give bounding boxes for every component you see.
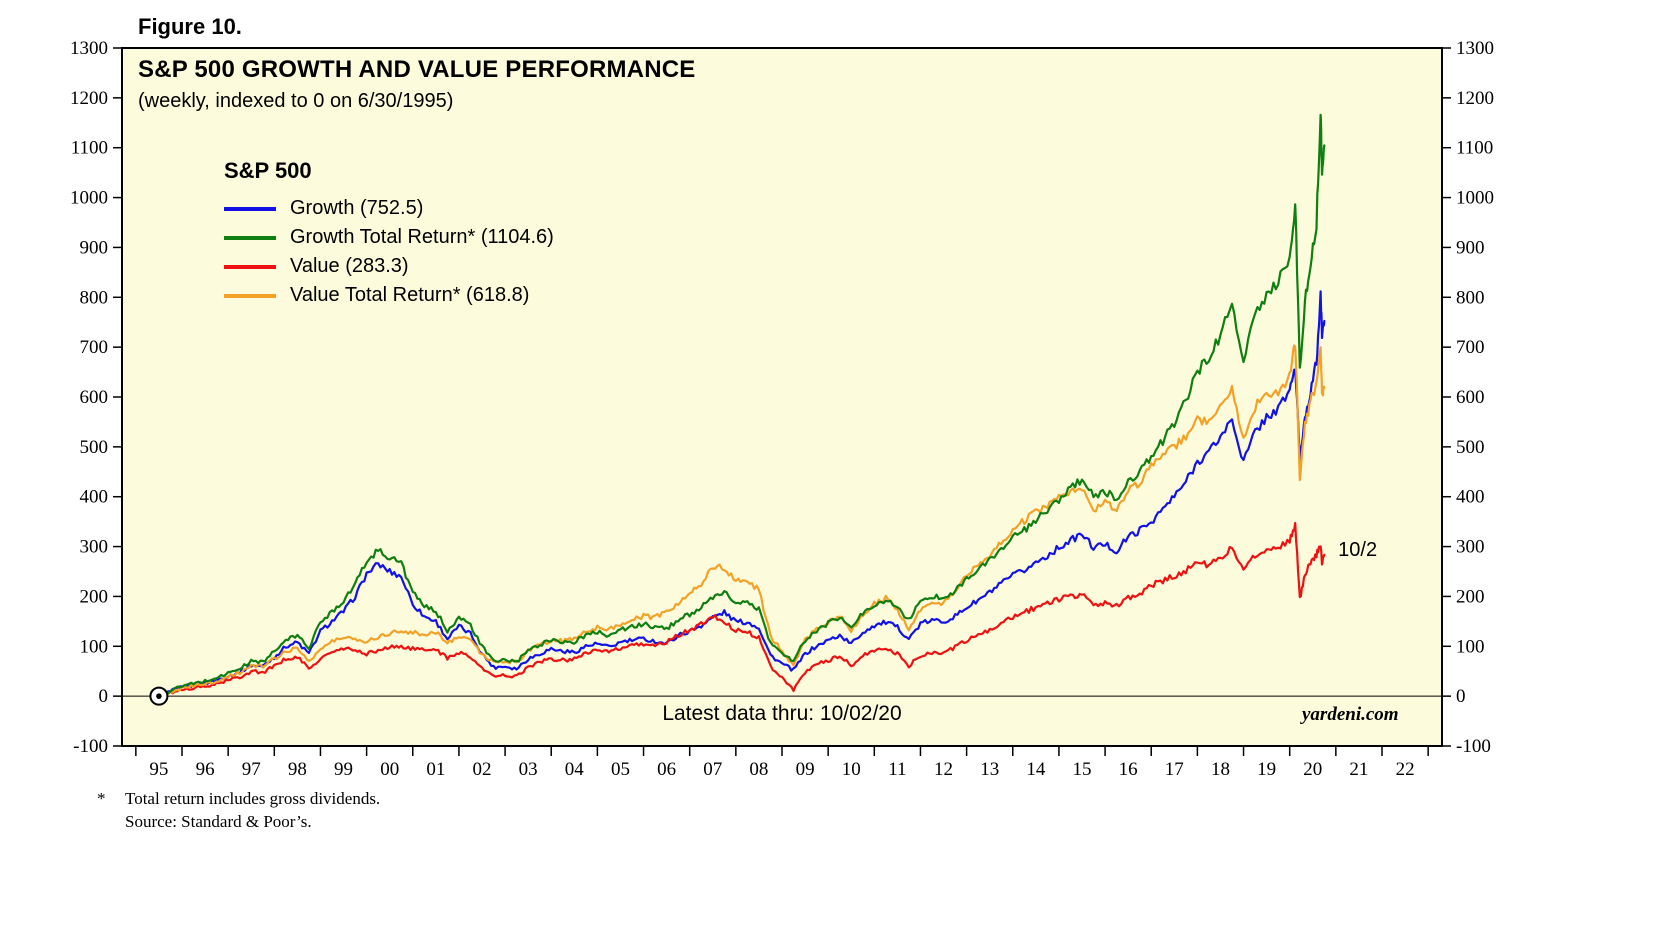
- figure-label: Figure 10.: [138, 14, 242, 39]
- x-tick-label: 00: [380, 759, 399, 780]
- y-tick-label-right: 200: [1456, 586, 1485, 607]
- legend-item-growth: Growth (752.5): [224, 194, 554, 223]
- x-tick-label: 95: [149, 759, 168, 780]
- series-line-growth: [157, 290, 1326, 698]
- x-tick-label: 19: [1257, 759, 1276, 780]
- legend-label-value-total-return: Value Total Return* (618.8): [290, 284, 530, 306]
- x-tick-label: 15: [1073, 759, 1092, 780]
- y-tick-label-right: 0: [1456, 686, 1466, 707]
- x-tick-label: 18: [1211, 759, 1230, 780]
- y-tick-label-left: 900: [80, 237, 109, 258]
- x-tick-label: 12: [934, 759, 953, 780]
- y-tick-label-right: 600: [1456, 387, 1485, 408]
- y-tick-label-left: 500: [80, 437, 109, 458]
- x-tick-label: 05: [611, 759, 630, 780]
- y-tick-label-right: 500: [1456, 437, 1485, 458]
- legend-swatch-growth: [224, 206, 276, 211]
- y-tick-label-left: -100: [73, 736, 108, 757]
- x-tick-label: 20: [1303, 759, 1322, 780]
- legend: S&P 500 Growth (752.5) Growth Total Retu…: [224, 158, 554, 310]
- y-tick-label-left: 0: [99, 686, 109, 707]
- legend-item-growth-total-return: Growth Total Return* (1104.6): [224, 223, 554, 252]
- legend-item-value: Value (283.3): [224, 252, 554, 281]
- x-tick-label: 11: [888, 759, 906, 780]
- y-tick-label-left: 100: [80, 636, 109, 657]
- legend-label-value: Value (283.3): [290, 255, 409, 277]
- legend-title: S&P 500: [224, 158, 312, 183]
- legend-label-growth-total-return: Growth Total Return* (1104.6): [290, 226, 554, 248]
- y-tick-label-right: 900: [1456, 237, 1485, 258]
- plot-frame: [121, 47, 1443, 747]
- x-tick-label: 17: [1165, 759, 1184, 780]
- y-tick-label-right: 300: [1456, 537, 1485, 558]
- footnote-source: Source: Standard & Poor’s.: [125, 812, 312, 831]
- y-tick-label-right: 1200: [1456, 88, 1494, 109]
- x-tick-label: 03: [519, 759, 538, 780]
- x-tick-label: 98: [288, 759, 307, 780]
- latest-data-label: Latest data thru: 10/02/20: [662, 702, 902, 725]
- y-tick-label-left: 600: [80, 387, 109, 408]
- y-tick-label-left: 1100: [71, 138, 108, 159]
- footnote-asterisk: *: [97, 789, 106, 808]
- series-line-value-total-return: [157, 344, 1326, 698]
- x-tick-label: 96: [196, 759, 215, 780]
- x-tick-label: 07: [703, 759, 722, 780]
- y-tick-label-left: 200: [80, 586, 109, 607]
- y-tick-label-left: 1200: [70, 88, 108, 109]
- x-tick-label: 08: [749, 759, 768, 780]
- footnote-text: Total return includes gross dividends.: [125, 789, 381, 808]
- x-tick-label: 01: [426, 759, 445, 780]
- footnote-line-1: * Total return includes gross dividends.: [97, 789, 380, 809]
- y-tick-label-right: 1100: [1456, 138, 1493, 159]
- y-tick-label-left: 1000: [70, 188, 108, 209]
- start-marker-dot: [156, 693, 162, 699]
- x-tick-label: 22: [1396, 759, 1415, 780]
- y-tick-label-left: 400: [80, 487, 109, 508]
- plot-area: [122, 48, 1442, 746]
- legend-swatch-growth-total-return: [224, 235, 276, 240]
- y-tick-label-left: 800: [80, 287, 109, 308]
- chart-title: S&P 500 GROWTH AND VALUE PERFORMANCE: [138, 56, 696, 83]
- series-line-growth-total-return: [157, 113, 1326, 698]
- legend-label-growth: Growth (752.5): [290, 197, 424, 219]
- footnote: * Total return includes gross dividends. …: [97, 789, 380, 832]
- latest-point-annotation: 10/2: [1338, 539, 1377, 561]
- x-tick-label: 16: [1119, 759, 1138, 780]
- legend-swatch-value-total-return: [224, 293, 276, 298]
- y-tick-label-right: -100: [1456, 736, 1491, 757]
- legend-swatch-value: [224, 264, 276, 269]
- y-tick-label-right: 700: [1456, 337, 1485, 358]
- x-tick-label: 02: [473, 759, 492, 780]
- x-tick-label: 99: [334, 759, 353, 780]
- x-tick-label: 13: [980, 759, 999, 780]
- y-tick-label-right: 1300: [1456, 38, 1494, 59]
- y-tick-label-right: 1000: [1456, 188, 1494, 209]
- y-tick-label-left: 700: [80, 337, 109, 358]
- watermark: yardeni.com: [1302, 704, 1399, 725]
- x-tick-label: 04: [565, 759, 585, 780]
- y-tick-label-left: 1300: [70, 38, 108, 59]
- chart-subtitle: (weekly, indexed to 0 on 6/30/1995): [138, 90, 454, 112]
- x-tick-label: 06: [657, 759, 676, 780]
- y-tick-label-right: 100: [1456, 636, 1485, 657]
- series-line-value: [157, 521, 1326, 698]
- x-tick-label: 10: [842, 759, 861, 780]
- x-tick-label: 14: [1026, 759, 1046, 780]
- legend-item-value-total-return: Value Total Return* (618.8): [224, 281, 554, 310]
- x-tick-label: 21: [1349, 759, 1368, 780]
- y-tick-label-right: 800: [1456, 287, 1485, 308]
- y-tick-label-right: 400: [1456, 487, 1485, 508]
- x-tick-label: 09: [796, 759, 815, 780]
- y-tick-label-left: 300: [80, 537, 109, 558]
- x-tick-label: 97: [242, 759, 261, 780]
